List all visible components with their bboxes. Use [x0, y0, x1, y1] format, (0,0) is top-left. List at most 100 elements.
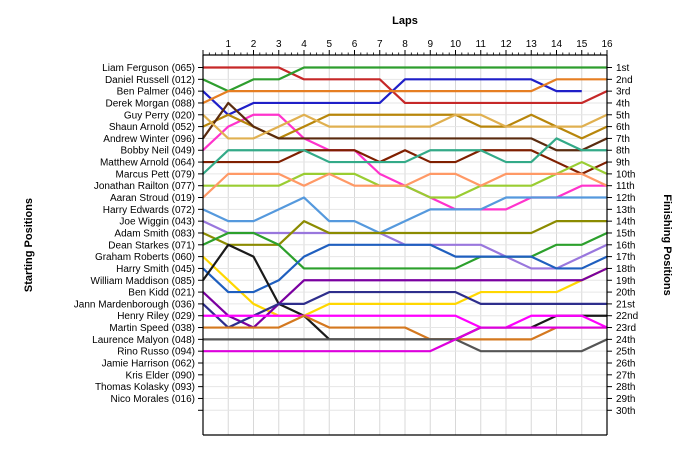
finishing-label: 21st [616, 299, 635, 310]
x-tick-label: 9 [427, 39, 433, 50]
x-axis-title: Laps [392, 15, 418, 27]
driver-label: Kris Elder (090) [126, 370, 195, 381]
finishing-label: 9th [616, 158, 630, 169]
finishing-label: 8th [616, 146, 630, 157]
x-tick-label: 10 [450, 39, 462, 50]
series-line [202, 172, 608, 199]
series-line [203, 338, 608, 353]
finishing-label: 2nd [616, 75, 633, 86]
driver-label: Laurence Malyon (048) [92, 335, 195, 346]
finishing-label: 16th [616, 240, 635, 251]
finishing-label: 4th [616, 98, 630, 109]
driver-label: Liam Ferguson (065) [102, 63, 195, 74]
finishing-label: 7th [616, 134, 630, 145]
series-line [202, 78, 582, 116]
x-tick-label: 2 [251, 39, 257, 50]
driver-label: Jamie Harrison (062) [102, 359, 195, 370]
series-line [202, 267, 608, 329]
x-tick-label: 14 [551, 39, 563, 50]
driver-label: Ben Kidd (021) [128, 288, 195, 299]
driver-label: Jann Mardenborough (036) [74, 299, 195, 310]
driver-label: Martin Speed (038) [109, 323, 195, 334]
series-line [202, 66, 607, 93]
finishing-label: 6th [616, 122, 630, 133]
driver-label: Harry Smith (045) [116, 264, 195, 275]
finishing-label: 26th [616, 359, 635, 370]
driver-label: Dean Starkes (071) [108, 240, 195, 251]
finishing-label: 10th [616, 169, 635, 180]
finishing-label: 20th [616, 288, 635, 299]
series-line [202, 113, 608, 140]
finishing-label: 25th [616, 347, 635, 358]
driver-label: Marcus Pett (079) [116, 169, 195, 180]
series-line [202, 290, 607, 329]
driver-label: William Maddison (085) [91, 276, 195, 287]
axes [198, 50, 612, 436]
x-tick-label: 16 [601, 39, 613, 50]
x-tick-label: 1 [225, 39, 231, 50]
finishing-label: 30th [616, 406, 635, 417]
finishing-label: 24th [616, 335, 635, 346]
finishing-label: 5th [616, 110, 630, 121]
x-tick-label: 8 [402, 39, 408, 50]
x-tick-label: 15 [576, 39, 588, 50]
driver-label: Aaran Stroud (019) [110, 193, 195, 204]
driver-label: Guy Perry (020) [124, 110, 195, 121]
series-line [202, 101, 608, 152]
series-line [203, 314, 607, 341]
driver-label: Adam Smith (083) [114, 228, 195, 239]
finishing-label: 28th [616, 382, 635, 393]
driver-label: Daniel Russell (012) [105, 75, 195, 86]
driver-label: Jonathan Railton (077) [94, 181, 195, 192]
x-tick-label: 3 [276, 39, 282, 50]
y-axis-title-left: Starting Positions [23, 198, 35, 292]
y-axis-title-right: Finishing Positions [661, 194, 673, 295]
series-layer [202, 66, 608, 353]
finishing-label: 11th [616, 181, 635, 192]
finishing-label: 23rd [616, 323, 636, 334]
finishing-label: 19th [616, 276, 635, 287]
x-tick-label: 5 [326, 39, 332, 50]
finishing-label: 15th [616, 228, 635, 239]
driver-label: Nico Morales (016) [111, 394, 195, 405]
driver-label: Henry Riley (029) [117, 311, 195, 322]
finishing-label: 13th [616, 205, 635, 216]
series-line [202, 137, 607, 175]
series-line [203, 66, 608, 105]
x-tick-label: 12 [500, 39, 512, 50]
driver-label: Harry Edwards (072) [103, 205, 195, 216]
driver-label: Joe Wiggin (043) [119, 217, 195, 228]
finishing-label: 3rd [616, 87, 630, 98]
finishing-label: 12th [616, 193, 635, 204]
series-line [203, 314, 608, 329]
finishing-label: 1st [616, 63, 630, 74]
finishing-label: 27th [616, 370, 635, 381]
series-line [202, 243, 608, 294]
finishing-label: 22nd [616, 311, 638, 322]
x-tick-label: 11 [476, 39, 487, 50]
driver-label: Andrew Winter (096) [103, 134, 195, 145]
driver-label: Ben Palmer (046) [117, 87, 195, 98]
driver-label: Bobby Neil (049) [121, 146, 195, 157]
series-line [202, 78, 607, 104]
series-line [202, 220, 607, 246]
finishing-label: 29th [616, 394, 635, 405]
series-line [202, 196, 607, 235]
driver-label: Matthew Arnold (064) [100, 158, 195, 169]
x-tick-label: 4 [301, 39, 307, 50]
x-tick-label: 7 [377, 39, 383, 50]
finishing-label: 18th [616, 264, 635, 275]
x-tick-label: 6 [352, 39, 358, 50]
driver-label: Graham Roberts (060) [95, 252, 195, 263]
driver-label: Thomas Kolasky (093) [95, 382, 195, 393]
x-tick-label: 13 [526, 39, 538, 50]
finishing-label: 17th [616, 252, 635, 263]
series-line [202, 231, 608, 270]
series-line [203, 326, 607, 353]
driver-label: Derek Morgan (088) [106, 98, 195, 109]
finishing-label: 14th [616, 217, 635, 228]
driver-label: Shaun Arnold (052) [109, 122, 195, 133]
driver-label: Rino Russo (094) [117, 347, 195, 358]
